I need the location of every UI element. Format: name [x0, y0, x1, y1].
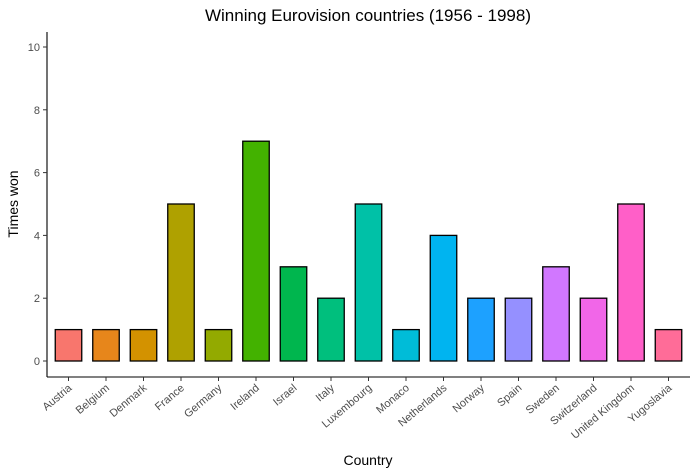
bars-layer [54, 140, 683, 362]
x-tick-label: Norway [451, 382, 488, 415]
bar-germany [204, 328, 233, 362]
x-tick-label: Ireland [228, 382, 261, 413]
x-tick-label: Denmark [108, 382, 150, 420]
bar-denmark [129, 328, 158, 362]
bar-monaco [392, 328, 420, 362]
x-tick-label: Italy [314, 382, 338, 404]
x-tick-label: Belgium [74, 382, 112, 417]
x-axis-title: Country [343, 452, 392, 468]
y-tick-label: 0 [34, 356, 40, 368]
bar-spain [504, 297, 533, 362]
bar-norway [467, 297, 495, 362]
y-tick-label: 8 [34, 105, 40, 117]
bar-belgium [92, 328, 120, 362]
y-tick-label: 4 [34, 230, 40, 242]
x-tick-label: United Kingdom [569, 382, 637, 442]
bar-netherlands [429, 234, 458, 362]
y-tick-label: 10 [28, 42, 40, 54]
y-axis-title: Times won [5, 170, 21, 237]
bar-austria [54, 328, 83, 362]
bar-sweden [542, 266, 570, 362]
x-tick-label: Israel [271, 382, 299, 408]
y-tick-label: 2 [34, 293, 40, 305]
bar-united-kingdom [617, 203, 645, 362]
chart-title: Winning Eurovision countries (1956 - 199… [205, 6, 531, 25]
bar-switzerland [579, 297, 608, 362]
x-tick-label: Austria [40, 382, 75, 414]
x-tick-label: France [153, 382, 187, 413]
y-tick-label: 6 [34, 168, 40, 180]
bar-luxembourg [354, 203, 383, 362]
bar-yugoslavia [654, 328, 683, 362]
x-tick-label: Germany [182, 382, 225, 421]
x-tick-label: Spain [495, 382, 524, 409]
bar-italy [317, 297, 345, 362]
bar-ireland [242, 140, 270, 362]
bar-france [167, 203, 195, 362]
bar-israel [279, 266, 308, 362]
